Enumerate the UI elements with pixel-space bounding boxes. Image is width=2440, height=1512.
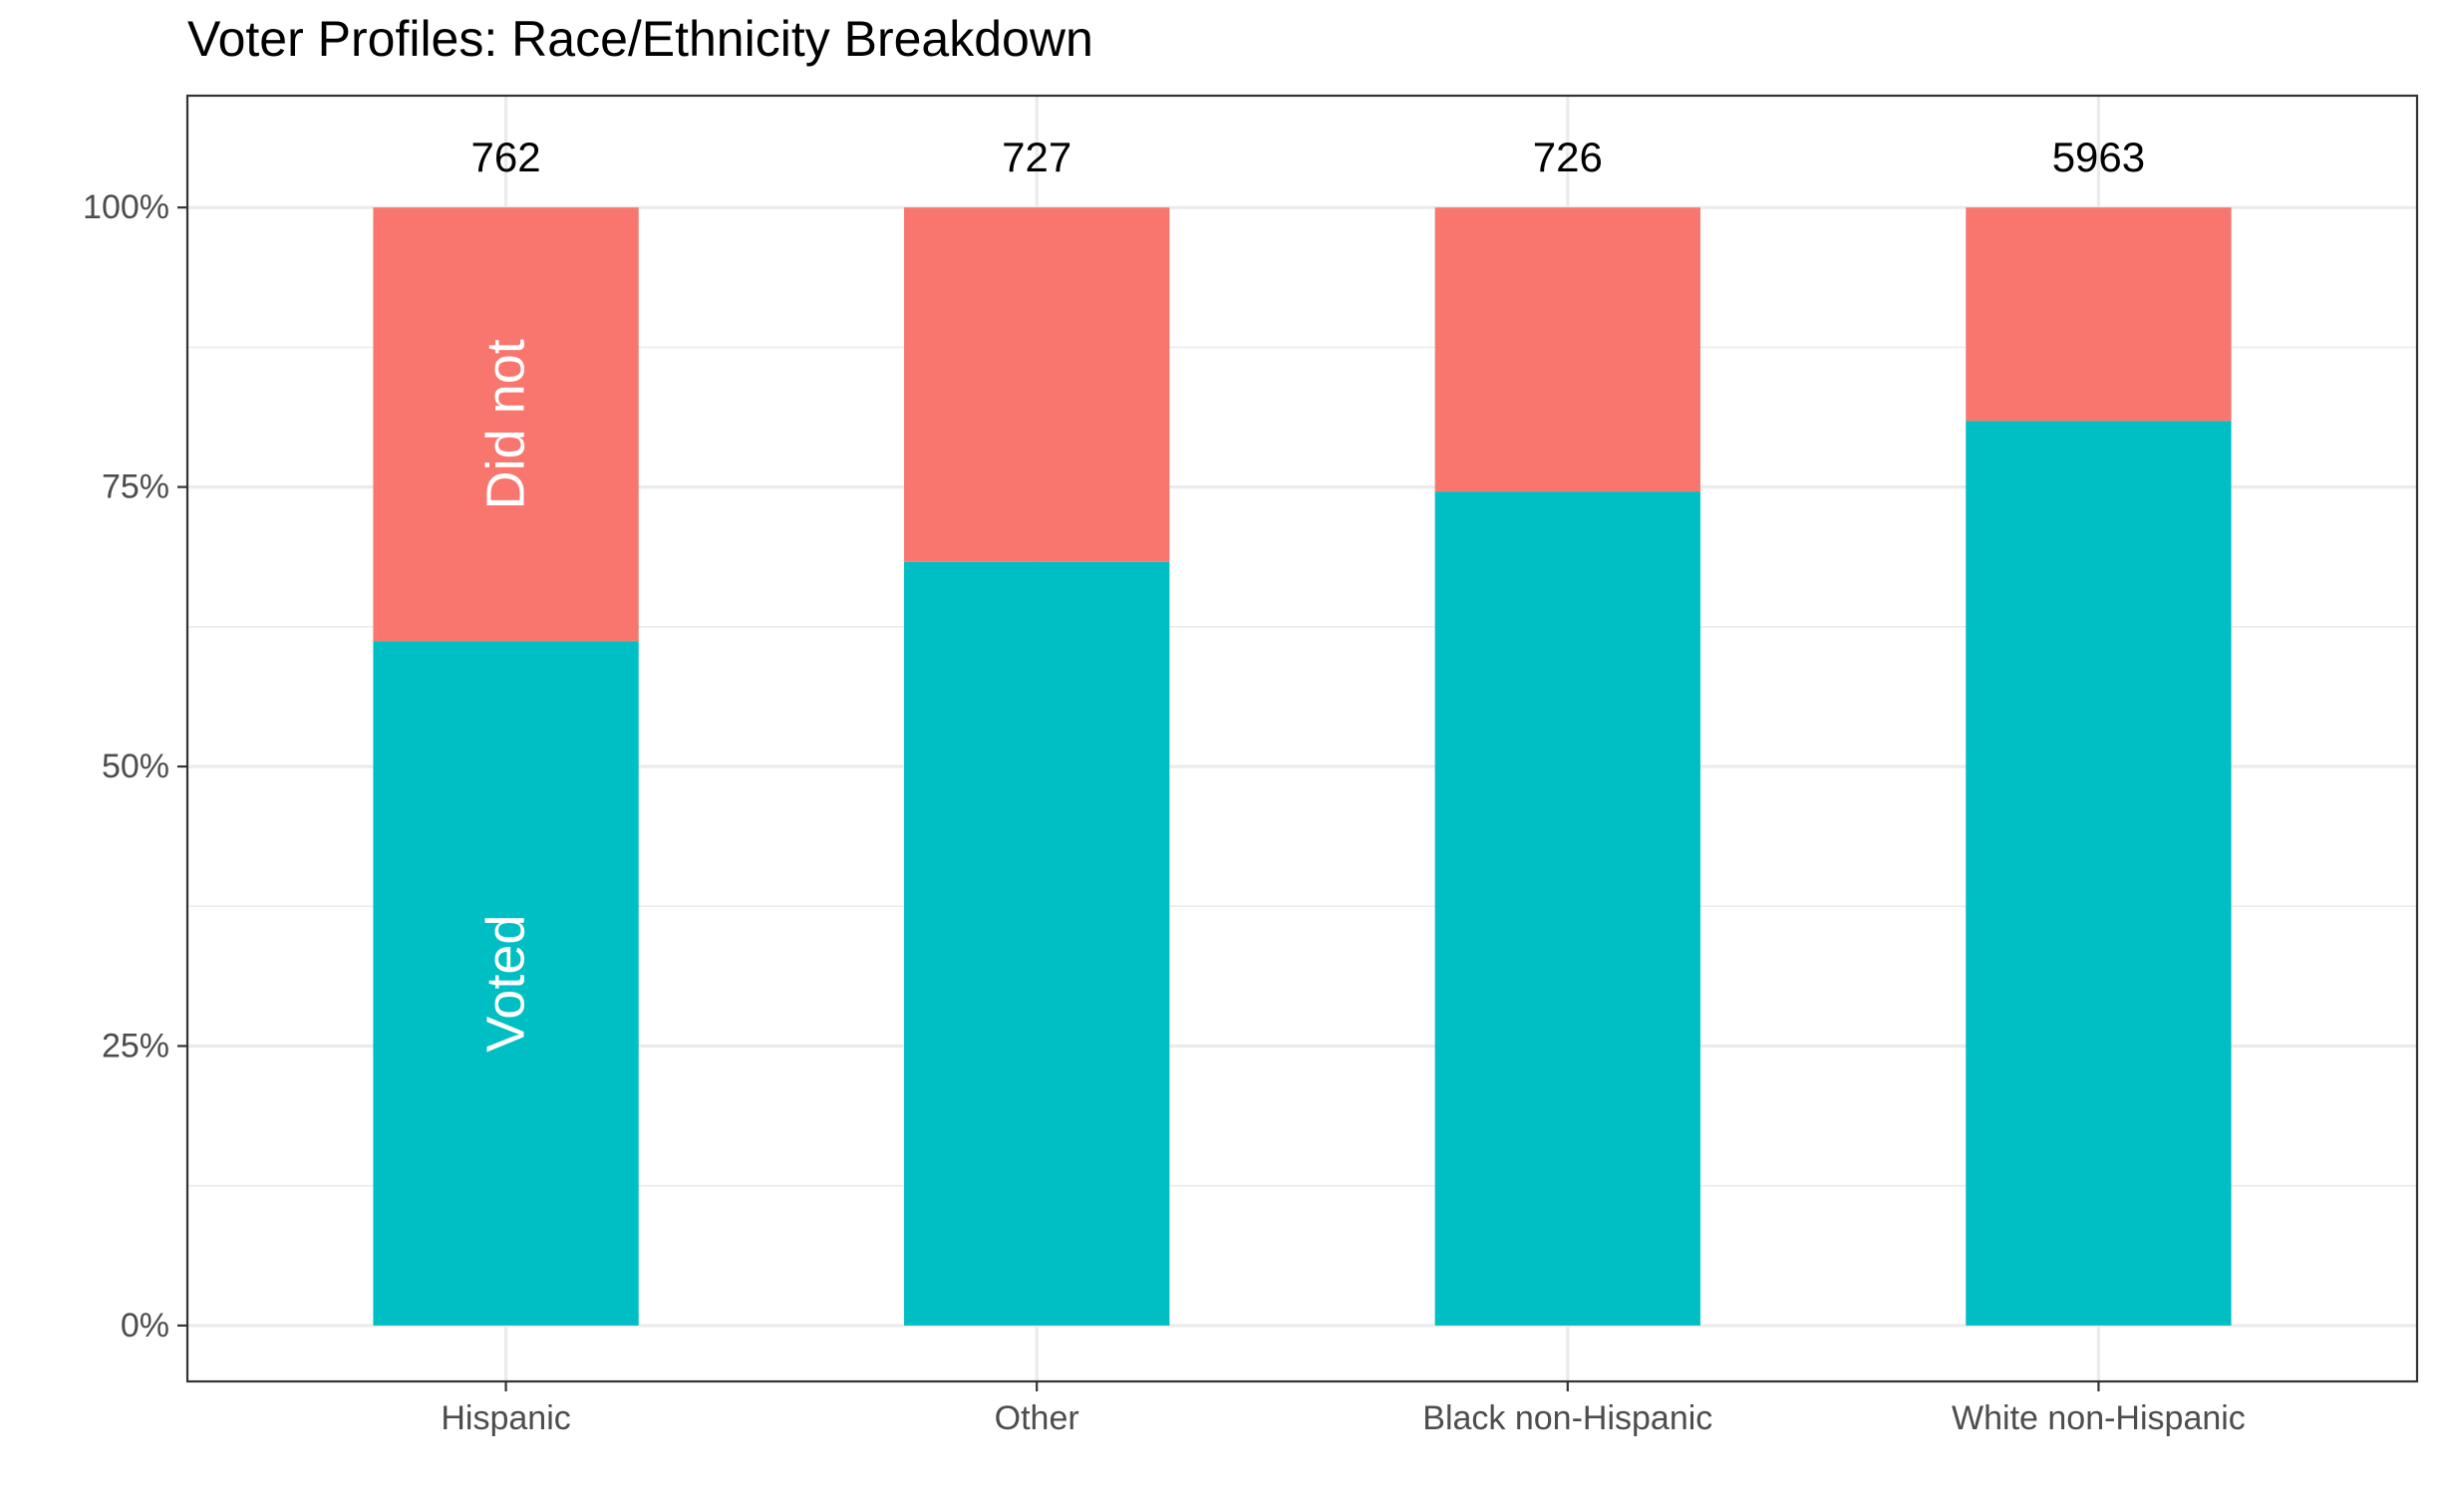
x-tick-label: Black non-Hispanic (1422, 1399, 1712, 1437)
count-label: 5963 (2052, 134, 2145, 180)
count-label: 727 (1002, 134, 1071, 180)
count-label: 726 (1533, 134, 1603, 180)
bars-layer (373, 207, 2232, 1326)
axes-layer: Hispanic Other Black non-Hispanic White non… (83, 188, 2246, 1437)
bar-segment-did-not (904, 207, 1170, 562)
x-tick-label: Hispanic (441, 1399, 570, 1437)
bar-segment-did-not (1966, 207, 2232, 422)
x-tick-label: White non-Hispanic (1952, 1399, 2246, 1437)
y-tick-label: 25% (102, 1027, 169, 1064)
bar-segment-voted (1966, 421, 2232, 1326)
x-tick-label: Other (995, 1399, 1079, 1437)
bar-segment-voted (904, 561, 1170, 1326)
bar-segment-did-not (373, 207, 639, 642)
bar-segment-voted (373, 641, 639, 1326)
bar-segment-voted (1434, 491, 1700, 1326)
panel-border (185, 94, 2419, 1383)
count-label: 762 (471, 134, 541, 180)
chart-title: Voter Profiles: Race/Ethnicity Breakdown (187, 11, 1093, 67)
y-tick-label: 50% (102, 748, 169, 785)
y-tick-label: 0% (121, 1307, 169, 1345)
y-tick-label: 100% (83, 188, 169, 226)
segment-label-voted: Voted (476, 915, 536, 1053)
segment-label-did-not: Did not (476, 339, 536, 509)
bar-segment-did-not (1434, 207, 1700, 492)
y-tick-label: 75% (102, 468, 169, 506)
labels-layer: 762 727 726 5963 Voted Did not (471, 134, 2146, 1053)
